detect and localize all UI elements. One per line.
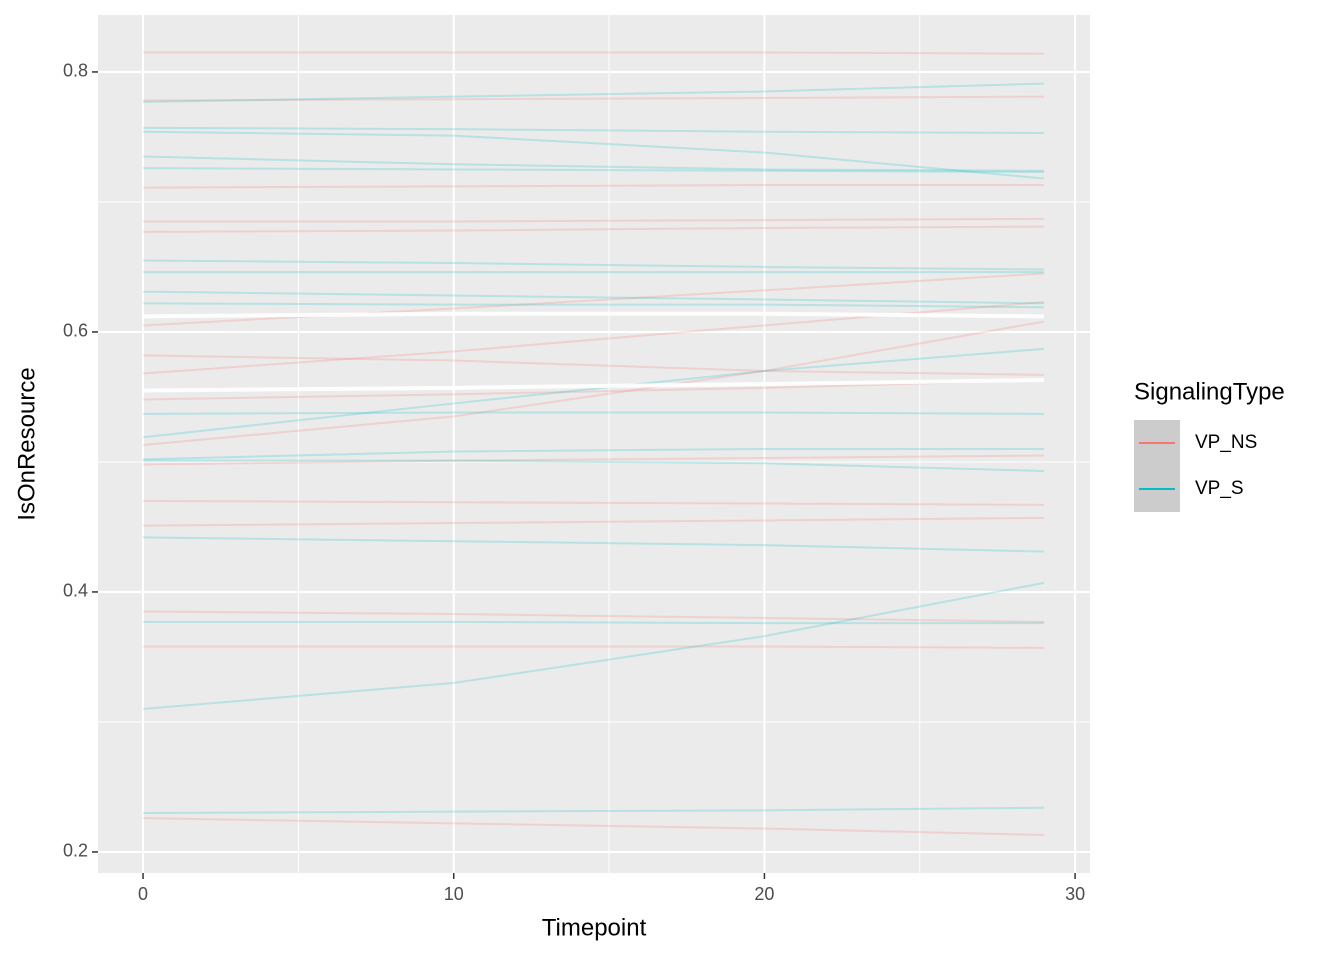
- legend-label: VP_S: [1195, 478, 1244, 499]
- x-axis-title: Timepoint: [542, 914, 647, 941]
- series-line: [143, 454, 1045, 466]
- series-line: [143, 225, 1045, 233]
- series-line: [142, 581, 1045, 710]
- x-tick-label: 10: [444, 884, 464, 904]
- series-line: [143, 354, 1045, 376]
- series-line: [143, 645, 1045, 649]
- series-line: [143, 155, 1045, 172]
- series-line: [143, 536, 1045, 553]
- series-line: [143, 95, 1045, 102]
- summary-line: [143, 311, 1045, 319]
- series-line: [143, 167, 1045, 174]
- lines: [142, 51, 1045, 837]
- series-line: [143, 447, 1045, 461]
- y-axis-title: IsOnResource: [13, 367, 40, 520]
- series-line: [143, 817, 1045, 837]
- x-tick-label: 30: [1065, 884, 1085, 904]
- series-line: [142, 320, 1045, 447]
- axes: 0.2 0.4 0.6 0.8 0 10 20 30: [63, 61, 1085, 904]
- series-line: [143, 217, 1045, 223]
- series-line: [143, 499, 1045, 506]
- series-line: [143, 184, 1045, 189]
- series-line: [143, 51, 1045, 55]
- grid: [98, 15, 1090, 873]
- y-tick-label: 0.2: [63, 841, 88, 861]
- x-tick-label: 0: [138, 884, 148, 904]
- legend: VP_NS VP_S: [1134, 420, 1257, 512]
- series-line: [143, 82, 1045, 103]
- series-line: [143, 459, 1045, 473]
- series-line: [143, 516, 1045, 527]
- series-line: [143, 259, 1045, 271]
- series-line: [143, 126, 1045, 135]
- panel: [98, 15, 1090, 873]
- series-line: [143, 806, 1045, 814]
- summary-line: [143, 378, 1045, 393]
- y-tick-label: 0.4: [63, 581, 88, 601]
- series-line: [143, 130, 1045, 180]
- y-tick-label: 0.8: [63, 61, 88, 81]
- legend-title: SignalingType: [1134, 378, 1285, 405]
- legend-label: VP_NS: [1195, 432, 1257, 453]
- series-line: [143, 411, 1045, 415]
- series-line: [143, 610, 1045, 623]
- y-tick-label: 0.6: [63, 321, 88, 341]
- series-line: [143, 302, 1045, 309]
- series-line: [143, 290, 1045, 305]
- x-tick-label: 20: [754, 884, 774, 904]
- series-line: [143, 620, 1045, 625]
